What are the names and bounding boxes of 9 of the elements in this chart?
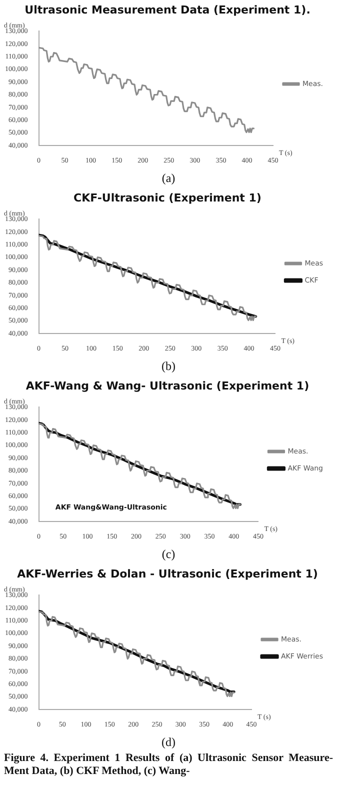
text: (d) xyxy=(160,734,176,751)
chart-title: Ultrasonic Measurement Data (Experiment 1). xyxy=(24,3,310,16)
text: (c) xyxy=(160,546,176,563)
caption: Figure 4. Experiment 1 Results of (a) Ultrasonic Sensor Measure-Ment Data, (b) CKF Method, (c) Wang- xyxy=(3,752,334,778)
chart-title: AKF-Wang & Wang- Ultrasonic (Experiment 1) xyxy=(26,379,310,392)
chart-title: CKF-Ultrasonic (Experiment 1) xyxy=(74,191,262,204)
chart-title: AKF-Werries & Dolan - Ultrasonic (Experiment 1) xyxy=(17,567,318,580)
text: (a) xyxy=(160,170,176,187)
text: (b) xyxy=(160,358,176,375)
